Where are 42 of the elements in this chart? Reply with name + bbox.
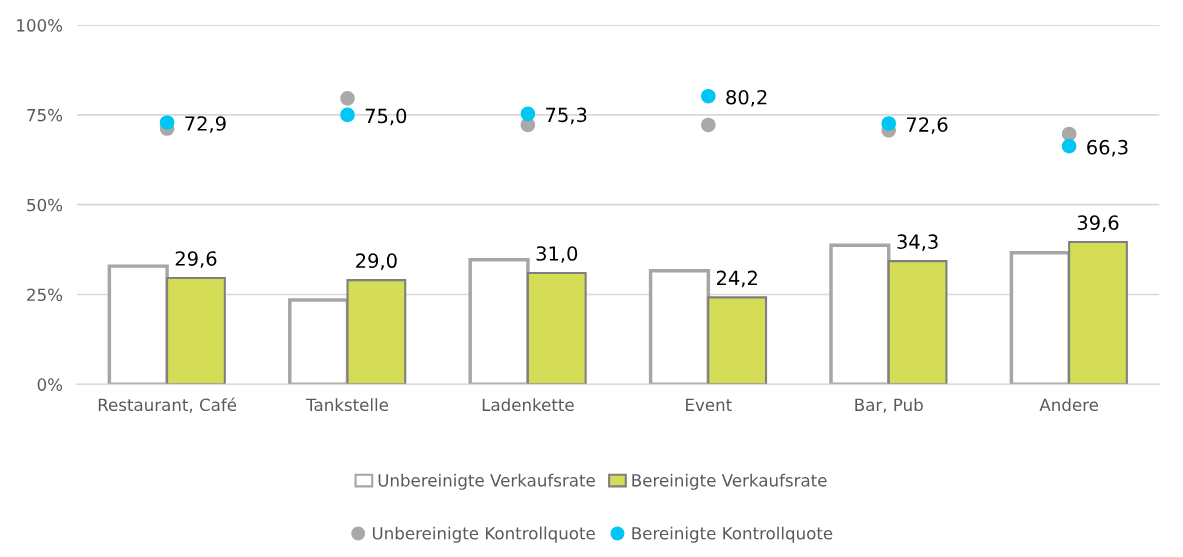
y-tick-label: 25%	[27, 288, 63, 302]
x-tick-label: Tankstelle	[306, 398, 389, 412]
point	[701, 88, 716, 104]
bar	[166, 276, 226, 385]
bar	[346, 279, 407, 385]
x-tick-label: Ladenkette	[482, 398, 574, 412]
legend-label: Unbereinigte Kontrollquote	[372, 526, 595, 543]
data-label: 24,2	[716, 270, 757, 288]
x-tick-label: Andere	[1039, 398, 1099, 412]
bar	[1068, 241, 1128, 385]
data-label: 29,6	[175, 251, 217, 268]
bar	[526, 271, 587, 385]
x-tick-label: Event	[686, 398, 732, 412]
data-label: 34,3	[897, 234, 938, 251]
data-label: 39,6	[1077, 215, 1119, 232]
y-tick-label: 75%	[27, 108, 63, 122]
data-label: 31,0	[536, 246, 578, 263]
legend-label: Bereinigte Verkaufsrate	[632, 473, 827, 490]
x-tick-label: Bar, Pub	[855, 398, 923, 413]
data-label: 80,2	[726, 89, 767, 107]
point	[520, 106, 536, 122]
point	[701, 117, 716, 133]
point	[1061, 126, 1077, 142]
data-label: 72,6	[906, 117, 948, 134]
data-label: 75,3	[546, 107, 587, 125]
data-label: 72,9	[185, 116, 226, 133]
point	[1061, 138, 1077, 154]
y-tick-label: 0%	[37, 378, 63, 391]
data-label: 66,3	[1087, 139, 1128, 157]
bar	[707, 296, 768, 385]
y-tick-label: 100%	[17, 19, 63, 32]
x-tick-label: Restaurant, Café	[98, 397, 237, 413]
legend-label: Bereinigte Kontrollquote	[632, 526, 833, 543]
data-label: 75,0	[365, 108, 407, 126]
y-tick-label: 50%	[27, 198, 63, 212]
bar	[887, 260, 948, 385]
legend-label: Unbereinigte Verkaufsrate	[378, 473, 595, 490]
point	[340, 107, 355, 123]
point	[159, 115, 175, 130]
data-label: 29,0	[356, 253, 397, 271]
point	[881, 116, 897, 131]
point	[340, 91, 355, 106]
